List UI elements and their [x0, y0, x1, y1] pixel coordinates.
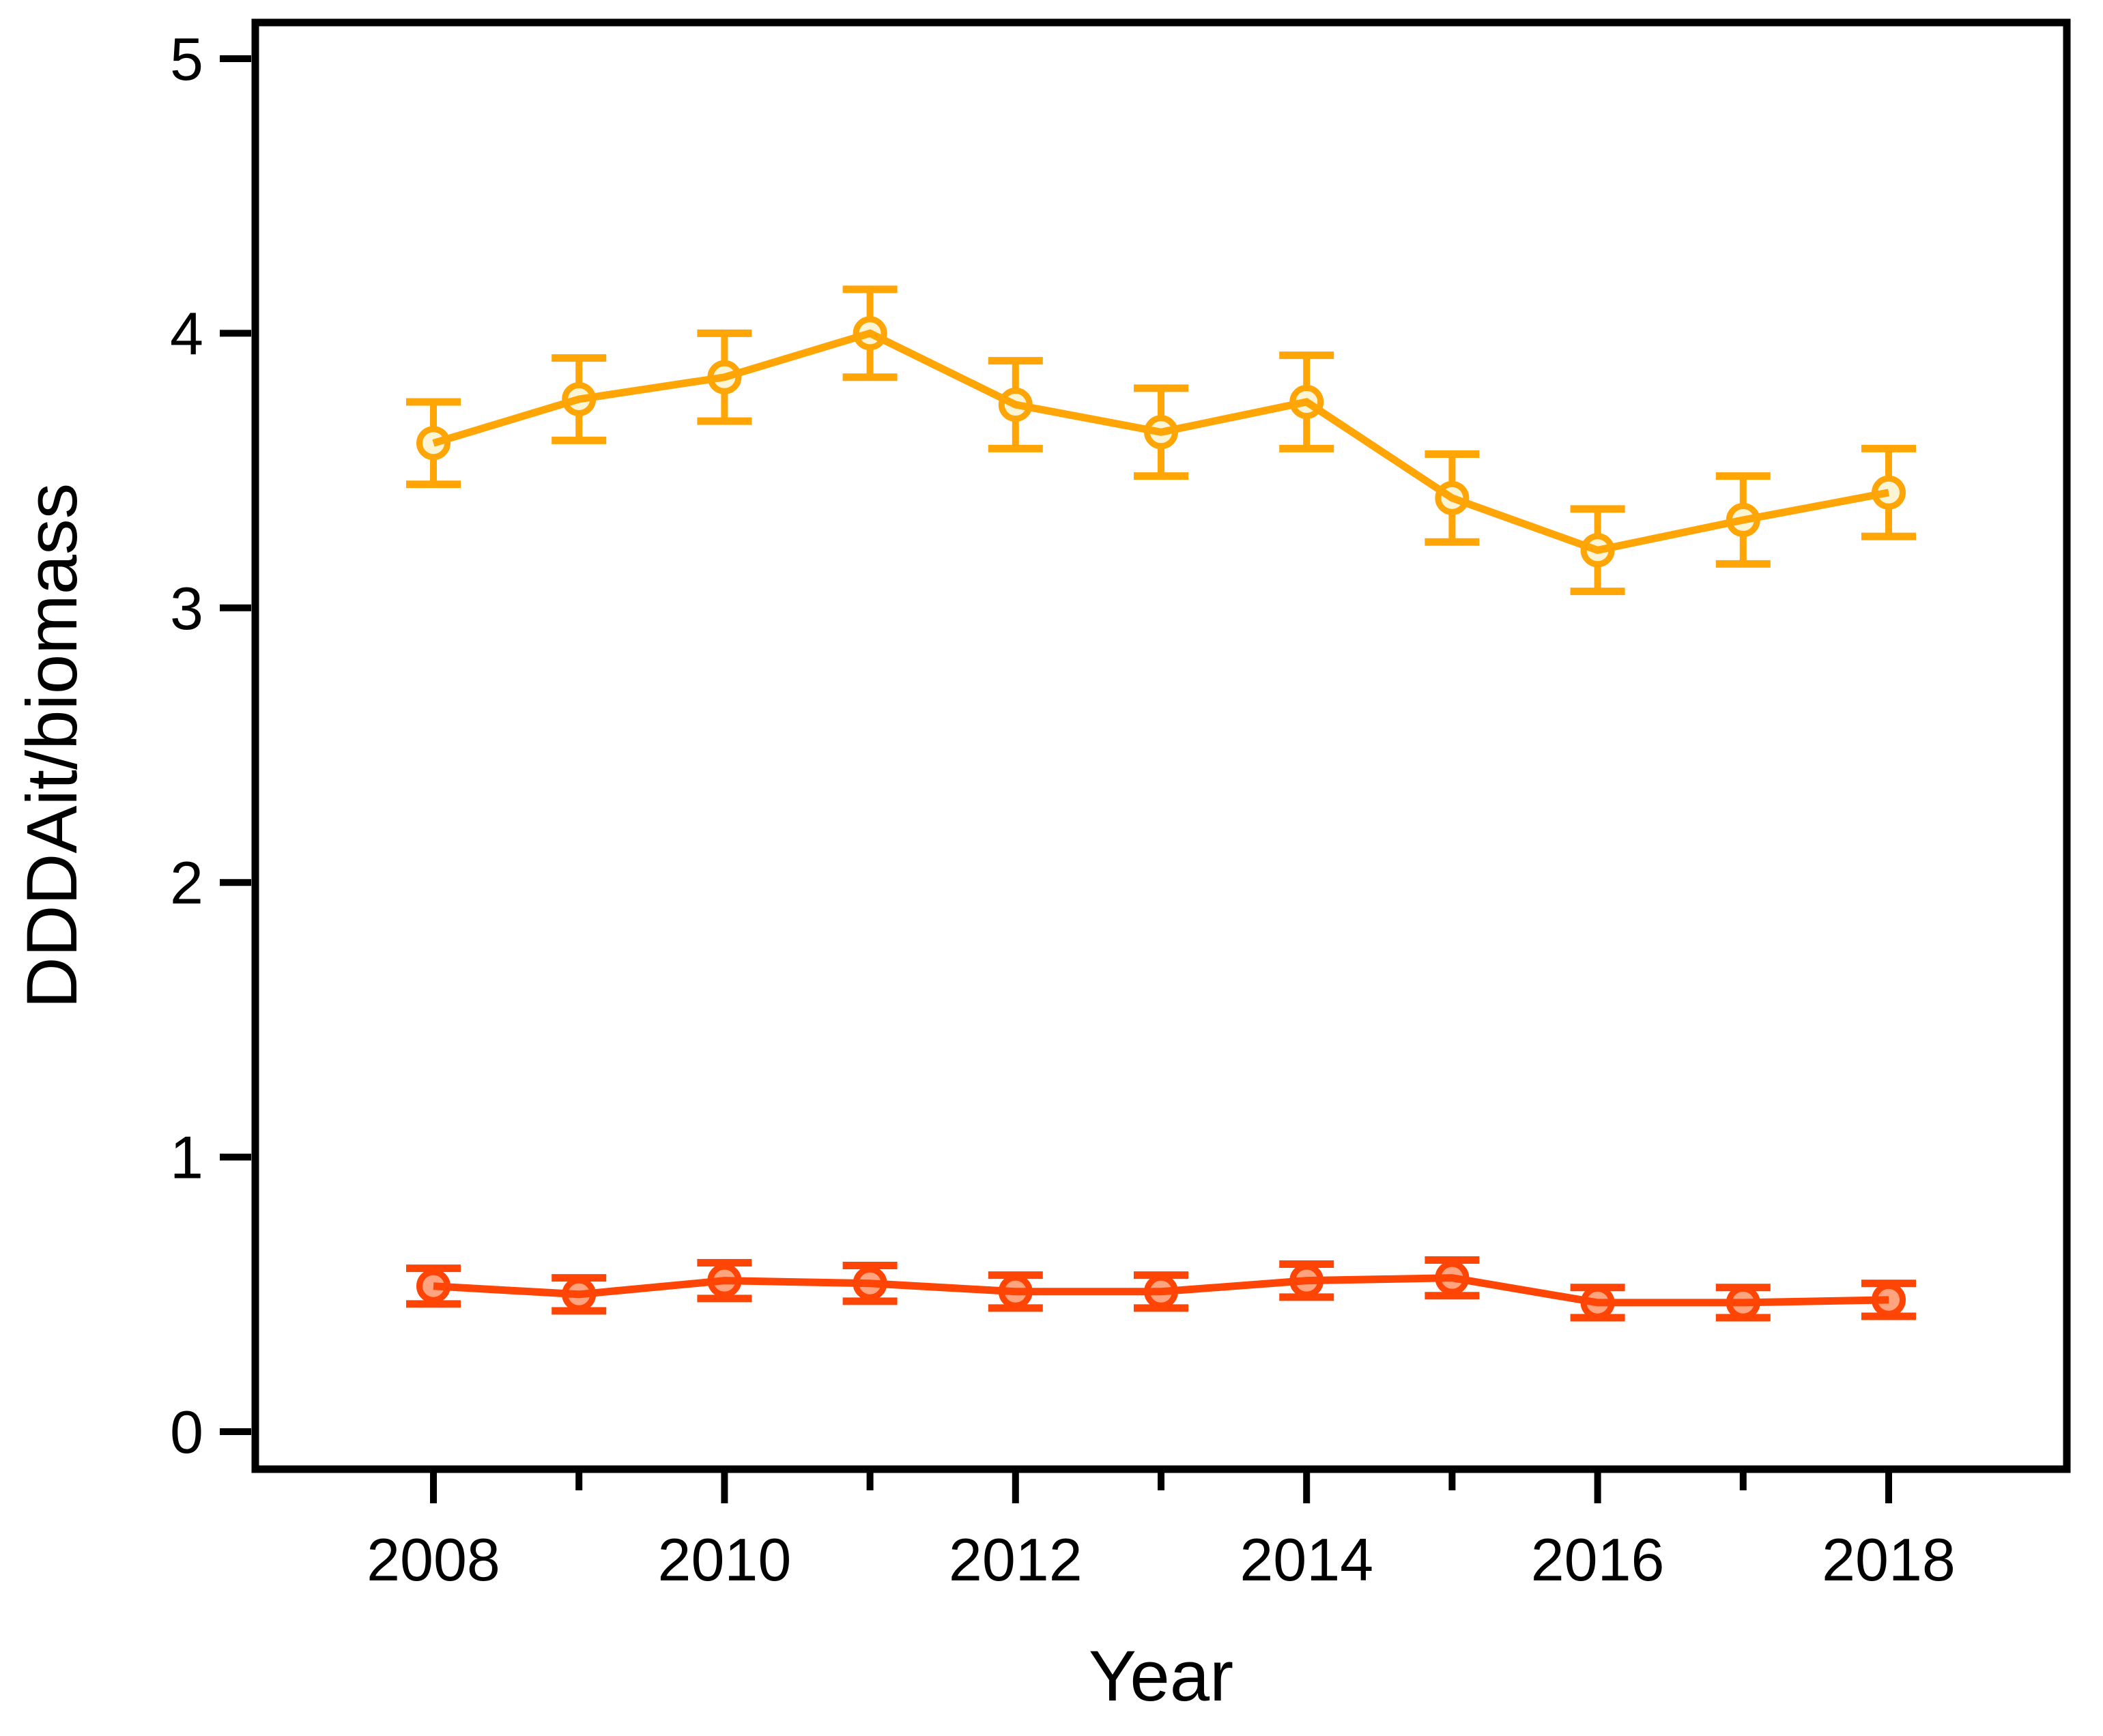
data-point-marker-ring — [707, 1263, 742, 1298]
x-tick-label: 2008 — [367, 1526, 500, 1593]
data-point-marker-ring — [1289, 385, 1324, 419]
x-tick-label: 2016 — [1531, 1526, 1665, 1593]
data-point-marker-ring — [998, 1274, 1033, 1309]
x-tick-label: 2012 — [949, 1526, 1083, 1593]
data-point-marker-ring — [853, 316, 887, 351]
y-tick-label: 4 — [170, 300, 203, 367]
data-point-marker-ring — [1144, 415, 1178, 450]
data-point-marker-ring — [562, 1277, 597, 1312]
data-point-marker-ring — [1872, 1282, 1906, 1317]
y-tick-label: 5 — [170, 25, 203, 93]
data-point-marker-ring — [1580, 533, 1615, 568]
x-tick-label: 2014 — [1240, 1526, 1373, 1593]
y-tick-label: 3 — [170, 575, 203, 642]
data-point-marker-ring — [1144, 1274, 1178, 1309]
upper-orange-series — [406, 285, 1916, 596]
data-point-marker-ring — [1435, 480, 1470, 515]
series-line — [432, 329, 1890, 554]
data-point-marker-ring — [562, 381, 597, 416]
data-point-marker-ring — [416, 1269, 450, 1303]
plot-frame — [251, 18, 2071, 1473]
y-tick-label: 1 — [170, 1124, 203, 1191]
data-point-marker-ring — [1872, 475, 1906, 510]
lower-red-series — [406, 1256, 1916, 1322]
data-point-marker-ring — [1289, 1263, 1324, 1298]
data-point-marker-ring — [853, 1266, 887, 1301]
x-axis-title: Year — [1089, 1636, 1233, 1716]
data-point-marker-ring — [1726, 1285, 1760, 1320]
data-point-marker-ring — [1435, 1260, 1470, 1295]
data-point-marker-ring — [416, 426, 450, 461]
data-point-marker-ring — [707, 360, 742, 394]
y-tick-label: 0 — [170, 1398, 203, 1466]
data-point-marker-ring — [998, 388, 1033, 422]
data-point-marker-ring — [1726, 503, 1760, 538]
y-tick-label: 2 — [170, 849, 203, 916]
y-axis-title: DDDAit/biomass — [12, 483, 92, 1009]
series-line — [433, 1274, 1889, 1307]
x-tick-label: 2018 — [1822, 1526, 1956, 1593]
x-tick-label: 2010 — [658, 1526, 792, 1593]
data-point-marker-ring — [1580, 1285, 1615, 1320]
